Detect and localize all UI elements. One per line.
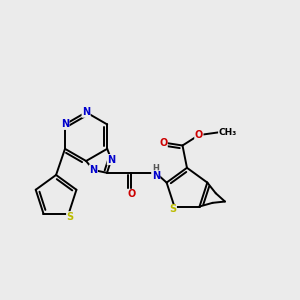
Text: CH₃: CH₃ xyxy=(219,128,237,136)
Text: O: O xyxy=(159,137,167,148)
Text: O: O xyxy=(195,130,203,140)
Text: N: N xyxy=(89,165,98,175)
Text: H: H xyxy=(152,164,159,173)
Text: N: N xyxy=(82,107,90,117)
Text: N: N xyxy=(107,154,116,165)
Text: S: S xyxy=(169,205,176,214)
Text: N: N xyxy=(152,171,160,181)
Text: O: O xyxy=(127,189,136,199)
Text: S: S xyxy=(67,212,74,222)
Text: N: N xyxy=(61,119,69,129)
